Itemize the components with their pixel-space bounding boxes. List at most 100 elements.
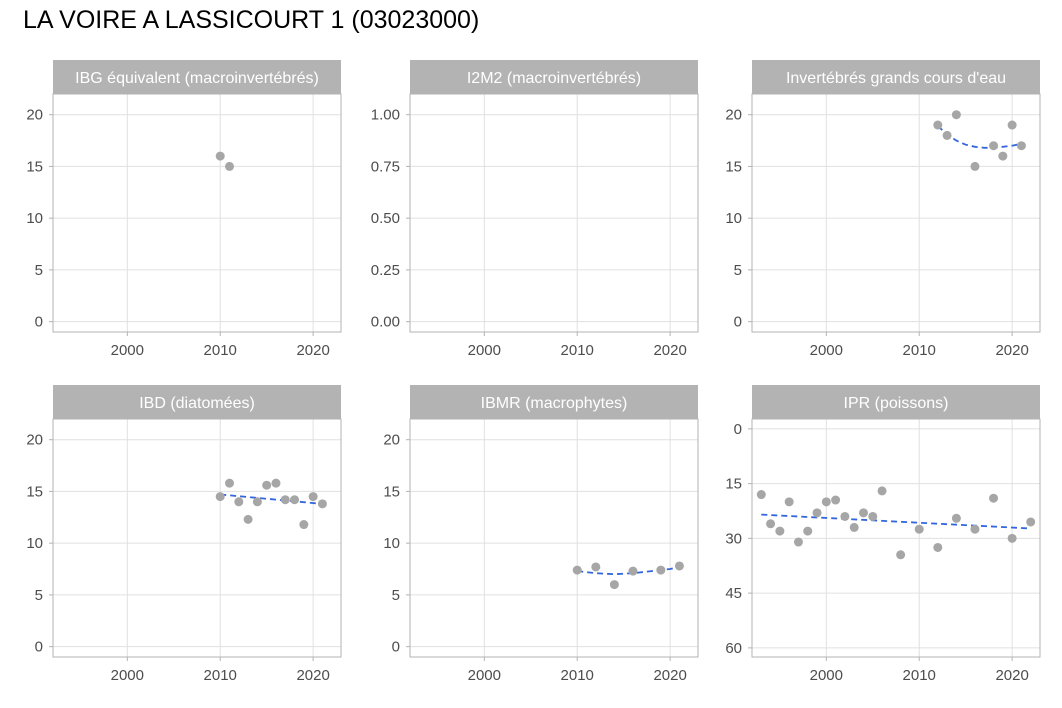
y-tick-label: 5	[392, 587, 400, 604]
data-point	[793, 537, 803, 547]
x-tick-label: 2020	[296, 342, 329, 359]
data-point	[215, 492, 225, 502]
x-tick-label: 2000	[468, 342, 501, 359]
x-tick-label: 2000	[810, 342, 843, 359]
page-title: LA VOIRE A LASSICOURT 1 (03023000)	[23, 6, 480, 34]
facet-panel-6: IPR (poissons) 0 15 30 45 60 2000 2010 2020	[725, 385, 1041, 684]
facet-title: IBD (diatomées)	[139, 395, 255, 412]
data-point	[317, 499, 327, 509]
y-tick-label: 20	[725, 107, 742, 124]
data-point	[1007, 533, 1017, 543]
x-tick-label: 2020	[296, 667, 329, 684]
y-tick-label: 20	[383, 432, 400, 449]
facet-panel-2: I2M2 (macroinvertébrés) 0.00 0.25 0.50 0.75 1…	[371, 60, 699, 359]
data-point	[756, 490, 766, 500]
y-tick-label: 5	[734, 262, 742, 279]
y-tick-label: 0	[734, 421, 742, 438]
data-point	[803, 526, 813, 536]
data-point	[989, 141, 999, 151]
y-tick-label: 15	[383, 483, 400, 500]
y-tick-label: 0.25	[371, 262, 400, 279]
facet-panel-4: IBD (diatomées) 0 5 10 15 20 2000 2010 2020	[26, 385, 342, 684]
facet-title: IBG équivalent (macroinvertébrés)	[75, 70, 319, 87]
data-point	[609, 580, 619, 590]
data-point	[572, 565, 582, 575]
data-point	[849, 522, 859, 532]
y-tick-label: 0	[35, 314, 43, 331]
x-tick-label: 2020	[995, 342, 1028, 359]
data-point	[628, 566, 638, 576]
data-point	[821, 497, 831, 507]
x-tick-label: 2010	[903, 667, 936, 684]
x-tick-label: 2000	[111, 342, 144, 359]
y-tick-label: 30	[725, 530, 742, 547]
data-point	[271, 478, 281, 488]
x-tick-label: 2010	[204, 342, 237, 359]
panel-border	[409, 93, 699, 333]
y-tick-label: 60	[725, 640, 742, 657]
y-tick-label: 5	[35, 587, 43, 604]
x-tick-label: 2020	[995, 667, 1028, 684]
y-tick-label: 20	[26, 107, 43, 124]
data-point	[942, 130, 952, 140]
data-point	[970, 161, 980, 171]
data-point	[933, 542, 943, 552]
data-point	[299, 520, 309, 530]
x-tick-label: 2000	[468, 667, 501, 684]
y-tick-label: 5	[35, 262, 43, 279]
data-point	[1026, 517, 1036, 527]
data-point	[858, 508, 868, 518]
data-point	[243, 514, 253, 524]
panel-border	[52, 418, 342, 658]
panel-border	[409, 418, 699, 658]
facet-strip	[752, 60, 1040, 94]
y-tick-label: 15	[26, 483, 43, 500]
x-tick-label: 2020	[653, 342, 686, 359]
x-tick-label: 2010	[204, 667, 237, 684]
data-point	[896, 550, 906, 560]
data-point	[290, 495, 300, 505]
data-point	[1007, 120, 1017, 130]
data-point	[812, 508, 822, 518]
y-tick-label: 10	[26, 210, 43, 227]
y-tick-label: 15	[26, 158, 43, 175]
data-point	[308, 492, 318, 502]
y-tick-label: 0.50	[371, 210, 400, 227]
y-tick-label: 0	[734, 314, 742, 331]
data-point	[933, 120, 943, 130]
trend-line	[761, 513, 1031, 530]
data-point	[951, 513, 961, 523]
y-tick-label: 10	[725, 210, 742, 227]
data-point	[674, 561, 684, 571]
data-point	[252, 497, 262, 507]
y-tick-label: 20	[26, 432, 43, 449]
data-point	[989, 493, 999, 503]
data-point	[234, 497, 244, 507]
data-point	[868, 511, 878, 521]
data-point	[914, 524, 924, 534]
y-tick-label: 10	[383, 535, 400, 552]
y-tick-label: 0	[35, 639, 43, 656]
data-point	[591, 562, 601, 572]
facet-strip	[53, 385, 341, 419]
data-point	[831, 495, 841, 505]
panel-border	[52, 93, 342, 333]
data-point	[970, 524, 980, 534]
y-tick-label: 1.00	[371, 107, 400, 124]
facet-title: Invertébrés grands cours d'eau	[786, 70, 1006, 87]
data-point	[951, 110, 961, 120]
y-tick-label: 0	[392, 639, 400, 656]
x-tick-label: 2010	[561, 667, 594, 684]
facet-panel-1: IBG équivalent (macroinvertébrés) 0 5 10 15 2…	[26, 60, 342, 359]
x-tick-label: 2010	[561, 342, 594, 359]
y-tick-label: 0.75	[371, 158, 400, 175]
facet-strip	[410, 385, 698, 419]
y-tick-label: 45	[725, 585, 742, 602]
data-point	[766, 519, 776, 529]
x-tick-label: 2020	[653, 667, 686, 684]
y-tick-label: 15	[725, 476, 742, 493]
y-tick-label: 15	[725, 158, 742, 175]
data-point	[1016, 141, 1026, 151]
facet-strip	[410, 60, 698, 94]
